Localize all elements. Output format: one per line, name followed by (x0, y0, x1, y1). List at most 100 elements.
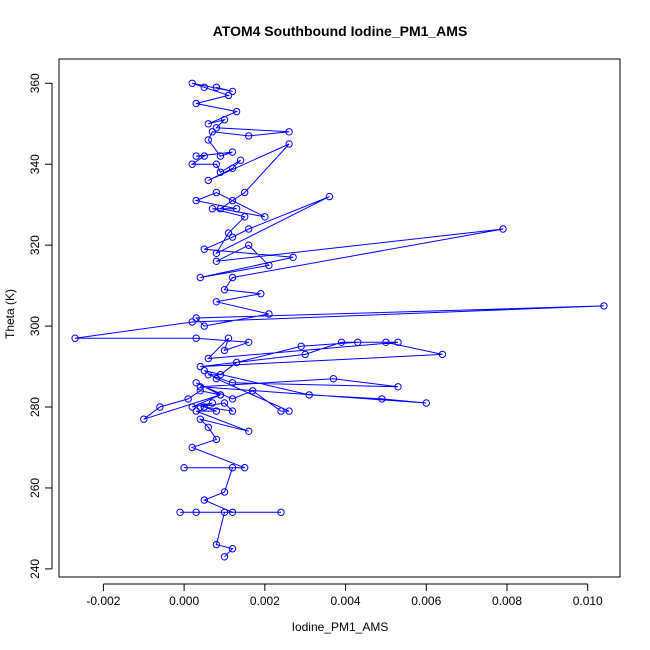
data-point (192, 99, 200, 108)
plot-area-frame (58, 58, 621, 578)
data-point (192, 407, 200, 415)
x-tick-label: 0.010 (573, 594, 603, 608)
data-point (438, 350, 447, 359)
data-point (212, 257, 221, 265)
data-point (204, 136, 213, 144)
data-point (200, 403, 209, 411)
data-point (394, 338, 402, 346)
data-point (216, 152, 225, 160)
data-point (228, 407, 237, 415)
y-tick-label: 360 (28, 73, 42, 93)
data-point (277, 508, 285, 516)
y-tick-label: 240 (28, 559, 42, 579)
data-point (228, 379, 237, 387)
data-point (204, 176, 213, 185)
data-point (228, 233, 237, 241)
data-point (228, 273, 237, 282)
data-point (188, 160, 196, 168)
data-point (232, 358, 241, 367)
data-point (192, 152, 200, 160)
data-point (212, 249, 221, 258)
data-point (180, 464, 188, 472)
y-axis: 240 260 280 300 320 340 360 (28, 73, 53, 579)
data-point (216, 205, 225, 213)
y-tick-label: 300 (28, 316, 42, 336)
data-point (200, 245, 209, 253)
data-point (228, 545, 237, 553)
data-point (305, 391, 313, 399)
data-point (224, 229, 233, 237)
data-point (212, 188, 221, 197)
data-point (200, 83, 209, 92)
data-point (220, 116, 229, 124)
data-point (285, 140, 293, 148)
data-point (301, 350, 309, 359)
data-point (196, 383, 205, 391)
data-point (245, 132, 253, 140)
y-tick-label: 260 (28, 478, 42, 498)
data-point (212, 83, 221, 92)
data-point (378, 395, 386, 403)
data-point (220, 508, 229, 516)
data-point (329, 375, 338, 383)
data-point (212, 298, 221, 306)
data-point (212, 160, 221, 168)
data-point (156, 403, 164, 411)
data-point (297, 342, 305, 350)
data-point (245, 241, 253, 249)
series-line (75, 82, 604, 558)
data-point (212, 435, 221, 444)
data-point (192, 314, 200, 322)
data-point (140, 415, 148, 423)
data-point (337, 338, 346, 346)
y-tick-label: 320 (28, 235, 42, 255)
data-point (241, 188, 249, 197)
x-tick-label: 0.008 (492, 594, 522, 608)
data-point (71, 334, 79, 342)
data-point (200, 322, 209, 330)
data-point (204, 371, 213, 379)
data-point (220, 286, 229, 294)
y-tick-label: 280 (28, 397, 42, 417)
data-point (192, 379, 200, 387)
x-tick-label: 0.000 (169, 594, 199, 608)
data-point (188, 79, 196, 88)
data-point (184, 395, 192, 403)
y-axis-label: Theta (K) (3, 289, 17, 339)
data-point (216, 168, 225, 177)
data-point (216, 391, 225, 399)
data-point (212, 124, 221, 132)
data-point (285, 407, 293, 415)
data-point (196, 362, 205, 371)
data-point (394, 383, 402, 391)
data-point (220, 399, 229, 407)
data-point (208, 128, 217, 136)
data-point (249, 387, 257, 395)
data-point (200, 366, 209, 375)
data-point (212, 540, 221, 549)
data-point (228, 464, 237, 472)
x-tick-label: 0.002 (250, 594, 280, 608)
data-point (204, 423, 213, 431)
data-point (196, 387, 205, 395)
y-tick-label: 340 (28, 154, 42, 174)
data-point (245, 427, 253, 435)
data-point (188, 443, 196, 452)
data-point (204, 354, 213, 363)
data-point (241, 213, 249, 221)
data-point (188, 318, 196, 326)
data-point (196, 415, 205, 423)
data-point (212, 375, 221, 383)
x-tick-label: 0.004 (331, 594, 361, 608)
data-point (208, 399, 217, 407)
data-point (277, 407, 285, 415)
data-point (200, 152, 209, 160)
data-point (354, 338, 362, 346)
data-point (192, 508, 200, 516)
data-point (224, 334, 233, 342)
data-point (241, 464, 249, 472)
series-layer (71, 79, 608, 561)
data-point (212, 407, 221, 415)
